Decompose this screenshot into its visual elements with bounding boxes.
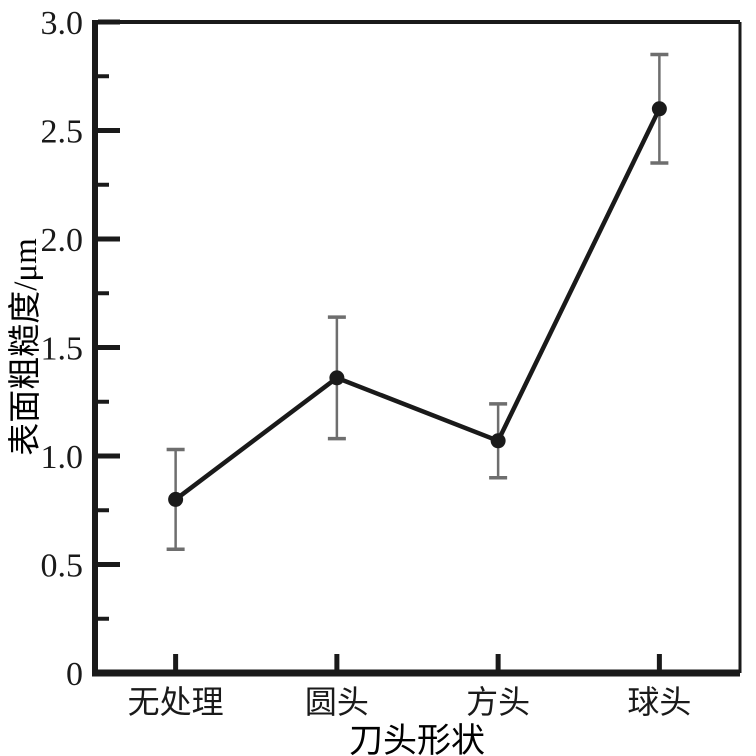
data-point — [651, 101, 667, 117]
x-tick-label: 球头 — [627, 684, 691, 720]
x-axis-title: 刀头形状 — [349, 722, 485, 756]
x-tick-label: 圆头 — [305, 684, 369, 720]
data-point — [490, 433, 506, 449]
y-tick-label: 3.0 — [41, 5, 84, 42]
x-tick-label: 方头 — [466, 684, 530, 720]
plot-layer: 0 0.5 1.0 1.5 2.0 2.5 3.0 无处理 圆头 方头 球头 — [41, 5, 742, 720]
y-tick-label: 1.0 — [41, 439, 84, 476]
y-tick-label: 0.5 — [41, 548, 84, 585]
data-line — [174, 107, 662, 502]
y-axis-title: 表面粗糙度/μm — [7, 238, 44, 456]
y-tick-label: 2.5 — [41, 114, 84, 151]
data-point — [168, 491, 184, 507]
data-point — [329, 370, 345, 386]
y-tick-label: 0 — [66, 656, 83, 693]
y-tick-label: 1.5 — [41, 331, 84, 368]
x-tick-label: 无处理 — [128, 684, 224, 720]
y-tick-label: 2.0 — [41, 222, 84, 259]
